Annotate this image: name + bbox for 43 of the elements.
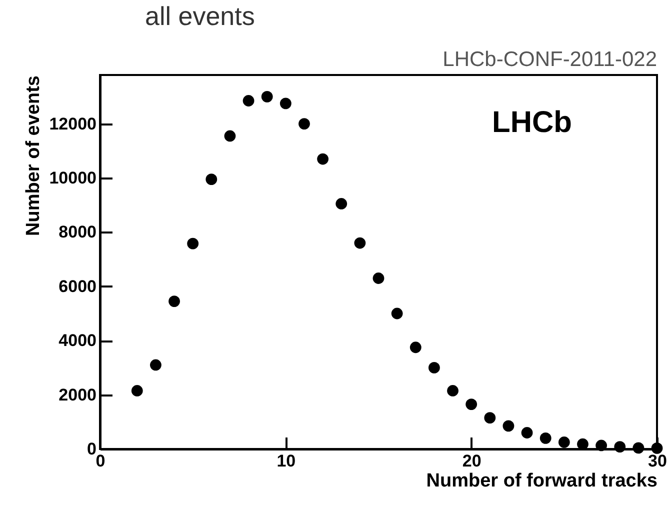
point xyxy=(502,420,514,432)
point xyxy=(187,238,199,250)
y-tick-label: 12000 xyxy=(49,114,96,134)
y-axis-title: Number of events xyxy=(23,76,44,236)
y-tick-label: 2000 xyxy=(58,385,96,404)
point xyxy=(242,95,254,106)
point xyxy=(521,427,533,438)
y-tick-label: 8000 xyxy=(58,222,96,242)
chart-title: all events xyxy=(145,1,255,31)
point xyxy=(168,296,180,307)
y-tick-label: 10000 xyxy=(49,168,96,188)
x-tick-label: 20 xyxy=(462,452,482,470)
point xyxy=(372,272,384,284)
point xyxy=(280,98,292,110)
point xyxy=(354,237,366,249)
point xyxy=(206,174,218,186)
point xyxy=(466,398,478,410)
point xyxy=(410,342,422,354)
point xyxy=(391,308,403,320)
point xyxy=(540,432,552,444)
y-tick-label: 0 xyxy=(87,440,96,458)
point xyxy=(484,412,496,424)
point xyxy=(224,130,236,142)
y-tick-label: 4000 xyxy=(58,331,96,350)
point xyxy=(632,442,644,454)
point xyxy=(317,153,328,165)
annotation: LHCb xyxy=(492,106,572,139)
point xyxy=(558,436,570,448)
point xyxy=(261,90,273,102)
x-tick-label: 10 xyxy=(276,452,296,470)
text: LHCb-CONF-2011-022 xyxy=(442,48,657,71)
point xyxy=(651,442,663,454)
x-tick-label: 30 xyxy=(648,452,667,470)
point xyxy=(596,440,607,452)
point xyxy=(428,362,440,374)
point xyxy=(447,385,458,396)
point xyxy=(298,118,310,130)
y-tick-label: 6000 xyxy=(58,276,96,296)
point xyxy=(150,359,162,371)
point xyxy=(614,441,626,453)
point xyxy=(131,385,143,396)
point xyxy=(336,198,348,210)
x-axis-title: Number of forward tracks xyxy=(426,470,658,492)
